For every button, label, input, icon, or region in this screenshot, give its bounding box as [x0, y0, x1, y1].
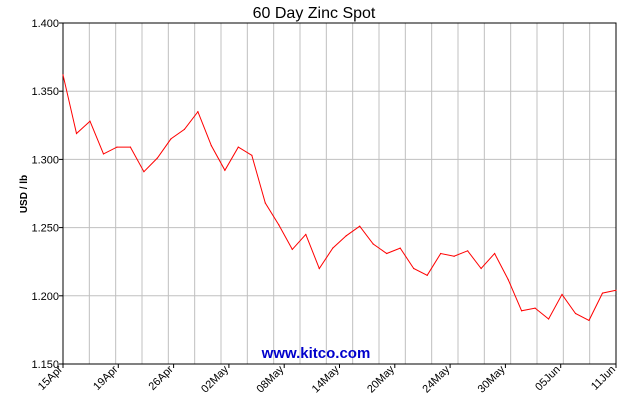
data-point — [520, 310, 523, 312]
data-point — [89, 120, 91, 122]
y-tick-label: 1.300 — [31, 154, 59, 166]
data-point — [534, 307, 536, 309]
data-point — [156, 157, 159, 159]
y-axis-ticks: 1.400 1.350 1.300 1.250 1.200 1.150 — [31, 18, 63, 371]
x-axis-ticks: 15Apr 19Apr 26Apr 02May 08May 14May 20May 24May… — [36, 363, 618, 395]
chart-title: 60 Day Zinc Spot — [253, 5, 376, 22]
data-point — [210, 145, 212, 147]
data-point — [251, 154, 253, 156]
data-point — [615, 289, 617, 291]
data-point — [197, 111, 199, 113]
data-point — [372, 243, 374, 245]
plot-area-frame — [62, 22, 617, 365]
data-point — [291, 248, 293, 251]
data-point — [588, 319, 590, 321]
data-point — [601, 292, 604, 294]
data-point — [440, 252, 442, 255]
data-point — [467, 250, 469, 252]
data-point — [75, 132, 78, 135]
y-tick-label: 1.350 — [31, 86, 59, 98]
series-layer — [62, 74, 617, 322]
data-point — [547, 318, 550, 320]
data-point — [62, 74, 64, 76]
data-point — [413, 267, 415, 270]
data-point — [116, 146, 118, 148]
data-point — [332, 247, 334, 249]
data-point — [264, 202, 266, 204]
data-point — [278, 224, 280, 226]
x-tick-label: 30May — [476, 363, 508, 395]
x-tick-label: 02May — [199, 363, 231, 395]
data-point — [305, 233, 307, 236]
x-tick-label: 11Jun — [589, 364, 618, 393]
data-point — [507, 278, 509, 281]
grid-lines — [63, 22, 616, 365]
data-point — [574, 312, 577, 315]
data-point — [102, 153, 105, 155]
x-tick-label: 14May — [310, 363, 342, 395]
data-point — [359, 225, 361, 227]
kitco-watermark: www.kitco.com — [261, 345, 371, 362]
data-point — [399, 247, 401, 249]
data-point — [453, 255, 455, 257]
data-point — [170, 138, 172, 140]
data-point — [183, 128, 185, 130]
y-tick-label: 1.200 — [31, 291, 59, 303]
data-point — [318, 267, 320, 270]
x-tick-label: 20May — [365, 363, 397, 395]
data-point — [386, 252, 388, 255]
data-point — [129, 146, 132, 148]
x-tick-label: 26Apr — [146, 363, 175, 392]
data-point — [494, 252, 496, 255]
y-axis-label: USD / lb — [19, 175, 30, 213]
data-point — [480, 267, 482, 270]
y-tick-label: 1.150 — [31, 359, 59, 371]
x-tick-label: 24May — [420, 363, 452, 395]
data-point — [237, 146, 239, 148]
x-tick-label: 08May — [254, 363, 286, 395]
x-tick-label: 19Apr — [91, 363, 120, 392]
zinc-price-line — [62, 74, 617, 322]
data-point — [143, 171, 145, 173]
y-tick-label: 1.250 — [31, 223, 59, 235]
y-tick-label: 1.400 — [31, 18, 59, 30]
data-point — [561, 293, 563, 296]
data-point — [345, 235, 347, 237]
data-point — [224, 169, 226, 171]
data-point — [426, 274, 428, 276]
x-tick-label: 05Jun — [533, 364, 563, 394]
